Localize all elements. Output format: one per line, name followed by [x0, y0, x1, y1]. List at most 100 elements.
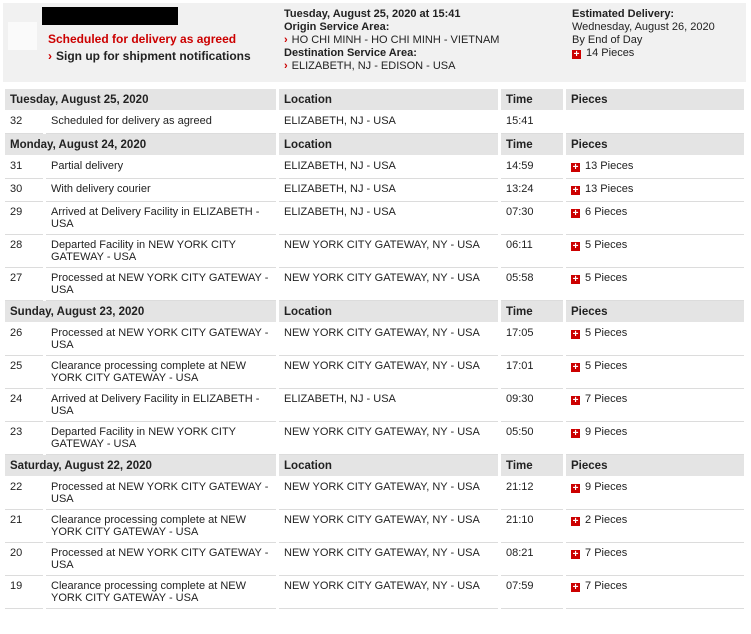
event-row: 24 Arrived at Delivery Facility in ELIZAB…	[5, 389, 745, 422]
pieces-text[interactable]: 13 Pieces	[585, 183, 634, 195]
event-time: 15:41	[501, 111, 564, 134]
event-row: 20 Processed at NEW YORK CITY GATEWAY - U…	[5, 543, 745, 576]
event-location: NEW YORK CITY GATEWAY, NY - USA	[279, 268, 499, 301]
column-header: Time	[501, 134, 564, 156]
event-location: ELIZABETH, NJ - USA	[279, 111, 499, 134]
group-header: Saturday, August 22, 2020 Location Time Pie…	[5, 455, 745, 477]
event-pieces: +5 Pieces	[566, 235, 745, 268]
column-header: Pieces	[566, 455, 745, 477]
event-time: 21:10	[501, 510, 564, 543]
event-number: 23	[5, 422, 43, 455]
event-time: 06:11	[501, 235, 564, 268]
estimated-label: Estimated Delivery:	[572, 8, 675, 20]
event-description: Processed at NEW YORK CITY GATEWAY - USA	[46, 323, 277, 356]
tracking-body: Tuesday, August 25, 2020 Location Time Piec…	[5, 89, 745, 609]
expand-icon[interactable]: +	[571, 208, 581, 219]
event-location: ELIZABETH, NJ - USA	[279, 389, 499, 422]
event-description: Arrived at Delivery Facility in ELIZABET…	[46, 389, 277, 422]
pieces-text[interactable]: 2 Pieces	[585, 514, 628, 526]
pieces-text[interactable]: 5 Pieces	[585, 360, 628, 372]
event-pieces: +13 Pieces	[566, 156, 745, 179]
event-pieces: +5 Pieces	[566, 323, 745, 356]
pieces-text[interactable]: 9 Pieces	[585, 426, 628, 438]
datetime: Tuesday, August 25, 2020 at 15:41	[284, 8, 461, 20]
group-date: Monday, August 24, 2020	[5, 134, 277, 156]
expand-icon[interactable]: +	[571, 274, 581, 285]
event-row: 29 Arrived at Delivery Facility in ELIZAB…	[5, 202, 745, 235]
event-number: 31	[5, 156, 43, 179]
event-location: NEW YORK CITY GATEWAY, NY - USA	[279, 323, 499, 356]
column-header: Pieces	[566, 89, 745, 111]
expand-icon[interactable]: +	[571, 241, 581, 252]
pieces[interactable]: +14 Pieces	[572, 47, 715, 60]
destination: › ELIZABETH, NJ - EDISON - USA	[284, 60, 456, 72]
shipment-header: Scheduled for delivery as agreed › Sign u…	[3, 3, 746, 82]
event-pieces: +9 Pieces	[566, 422, 745, 455]
expand-icon[interactable]: +	[571, 483, 581, 494]
column-header: Location	[279, 301, 499, 323]
origin: › HO CHI MINH - HO CHI MINH - VIETNAM	[284, 34, 500, 46]
event-row: 31 Partial delivery ELIZABETH, NJ - USA 14:…	[5, 156, 745, 179]
signup-text[interactable]: Sign up for shipment notifications	[56, 49, 251, 63]
expand-icon[interactable]: +	[571, 162, 581, 173]
event-description: Processed at NEW YORK CITY GATEWAY - USA	[46, 477, 277, 510]
event-time: 07:59	[501, 576, 564, 609]
event-row: 25 Clearance processing complete at NEW Y…	[5, 356, 745, 389]
expand-icon[interactable]: +	[571, 516, 581, 527]
expand-icon[interactable]: +	[572, 49, 581, 60]
expand-icon[interactable]: +	[571, 329, 581, 340]
event-description: Arrived at Delivery Facility in ELIZABET…	[46, 202, 277, 235]
event-row: 22 Processed at NEW YORK CITY GATEWAY - U…	[5, 477, 745, 510]
pieces-text[interactable]: 5 Pieces	[585, 327, 628, 339]
event-location: NEW YORK CITY GATEWAY, NY - USA	[279, 356, 499, 389]
event-pieces: +7 Pieces	[566, 576, 745, 609]
group-date: Saturday, August 22, 2020	[5, 455, 277, 477]
event-number: 20	[5, 543, 43, 576]
pieces-text[interactable]: 13 Pieces	[585, 160, 634, 172]
pieces-text[interactable]: 7 Pieces	[585, 580, 628, 592]
estimated-time: By End of Day	[572, 34, 643, 46]
event-time: 08:21	[501, 543, 564, 576]
expand-icon[interactable]: +	[571, 428, 581, 439]
pieces-text[interactable]: 7 Pieces	[585, 547, 628, 559]
column-header: Time	[501, 455, 564, 477]
event-time: 13:24	[501, 179, 564, 202]
pieces-text[interactable]: 9 Pieces	[585, 481, 628, 493]
event-description: With delivery courier	[46, 179, 277, 202]
expand-icon[interactable]: +	[571, 362, 581, 373]
pieces-text[interactable]: 5 Pieces	[585, 272, 628, 284]
event-location: NEW YORK CITY GATEWAY, NY - USA	[279, 422, 499, 455]
signup-link[interactable]: › Sign up for shipment notifications	[48, 49, 251, 63]
pieces-text[interactable]: 7 Pieces	[585, 393, 628, 405]
expand-icon[interactable]: +	[571, 549, 581, 560]
column-header: Time	[501, 301, 564, 323]
destination-label: Destination Service Area:	[284, 47, 417, 59]
redacted-bar	[42, 7, 178, 25]
event-location: ELIZABETH, NJ - USA	[279, 179, 499, 202]
pieces-text[interactable]: 14 Pieces	[586, 47, 635, 59]
event-description: Departed Facility in NEW YORK CITY GATEW…	[46, 422, 277, 455]
event-pieces: +6 Pieces	[566, 202, 745, 235]
event-number: 27	[5, 268, 43, 301]
group-header: Tuesday, August 25, 2020 Location Time Piec…	[5, 89, 745, 111]
event-location: NEW YORK CITY GATEWAY, NY - USA	[279, 576, 499, 609]
pieces-text[interactable]: 6 Pieces	[585, 206, 628, 218]
event-location: ELIZABETH, NJ - USA	[279, 202, 499, 235]
event-row: 32 Scheduled for delivery as agreed ELIZAB…	[5, 111, 745, 134]
event-time: 17:01	[501, 356, 564, 389]
event-time: 14:59	[501, 156, 564, 179]
group-date: Sunday, August 23, 2020	[5, 301, 277, 323]
column-header: Location	[279, 134, 499, 156]
event-description: Clearance processing complete at NEW YOR…	[46, 576, 277, 609]
expand-icon[interactable]: +	[571, 582, 581, 593]
event-row: 27 Processed at NEW YORK CITY GATEWAY - U…	[5, 268, 745, 301]
expand-icon[interactable]: +	[571, 185, 581, 196]
event-row: 21 Clearance processing complete at NEW Y…	[5, 510, 745, 543]
pieces-text[interactable]: 5 Pieces	[585, 239, 628, 251]
event-time: 05:58	[501, 268, 564, 301]
origin-text: HO CHI MINH - HO CHI MINH - VIETNAM	[291, 34, 500, 46]
event-number: 29	[5, 202, 43, 235]
expand-icon[interactable]: +	[571, 395, 581, 406]
origin-label: Origin Service Area:	[284, 21, 390, 33]
